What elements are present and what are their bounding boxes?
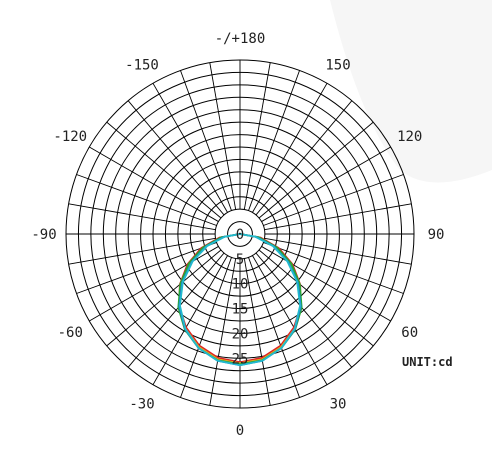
grid-radial: [243, 62, 271, 210]
grid-radial: [209, 62, 237, 210]
series-line-5: [179, 233, 301, 367]
grid-radial: [127, 252, 225, 368]
grid-radial: [252, 255, 328, 385]
series-line-3: [177, 233, 303, 366]
grid-radial: [252, 83, 328, 213]
grid-radial: [127, 100, 225, 216]
grid-radial: [255, 100, 353, 216]
grid-radial: [89, 246, 219, 322]
grid-radial: [255, 252, 353, 368]
grid-radial: [209, 258, 237, 406]
background-decoration: [330, 0, 492, 183]
grid-radial: [76, 242, 217, 294]
angle-label: -/+180: [215, 31, 266, 47]
grid-radial: [152, 83, 228, 213]
grid-radial: [180, 70, 232, 211]
grid-radial: [258, 121, 374, 219]
grid-radial: [68, 237, 216, 265]
radial-tick-label: 20: [232, 326, 249, 342]
angle-label: -60: [58, 325, 83, 341]
angle-label: 150: [325, 57, 350, 73]
grid-radial: [106, 249, 222, 347]
series-layer: [177, 233, 303, 367]
unit-label: UNIT:cd: [402, 355, 453, 369]
grid-radial: [152, 255, 228, 385]
angle-label: 120: [397, 129, 422, 145]
grid-circle: [227, 221, 253, 247]
radial-tick-labels: 0 5 10 15 20 25: [232, 227, 249, 367]
angle-label: 30: [330, 397, 347, 413]
grid-radial: [263, 174, 404, 226]
grid-radial: [76, 174, 217, 226]
grid-radial: [243, 258, 271, 406]
series-line-1: [178, 233, 302, 364]
grid-radial: [180, 257, 232, 398]
grid-radial: [258, 249, 374, 347]
radial-tick-label: 25: [232, 351, 249, 367]
grid-radial: [261, 146, 391, 222]
grid-radial: [106, 121, 222, 219]
angle-label: -120: [53, 129, 87, 145]
grid-radial: [264, 203, 412, 231]
angle-label: 90: [428, 227, 445, 243]
grid-radial: [261, 246, 391, 322]
grid-radial: [264, 237, 412, 265]
radial-tick-label: 5: [236, 252, 244, 268]
grid-radial: [248, 257, 300, 398]
grid-radial: [68, 203, 216, 231]
grid-radial: [248, 70, 300, 211]
radial-tick-label: 15: [232, 302, 249, 318]
angle-label: -150: [125, 57, 159, 73]
angle-label: 60: [401, 325, 418, 341]
radial-tick-label: 10: [232, 277, 249, 293]
radial-tick-label: 0: [236, 227, 244, 243]
angle-label: -90: [31, 227, 56, 243]
grid-radial: [263, 242, 404, 294]
polar-grid-radials: [66, 60, 414, 408]
angle-label: 0: [236, 423, 244, 439]
angle-label: -30: [129, 397, 154, 413]
grid-radial: [89, 146, 219, 222]
